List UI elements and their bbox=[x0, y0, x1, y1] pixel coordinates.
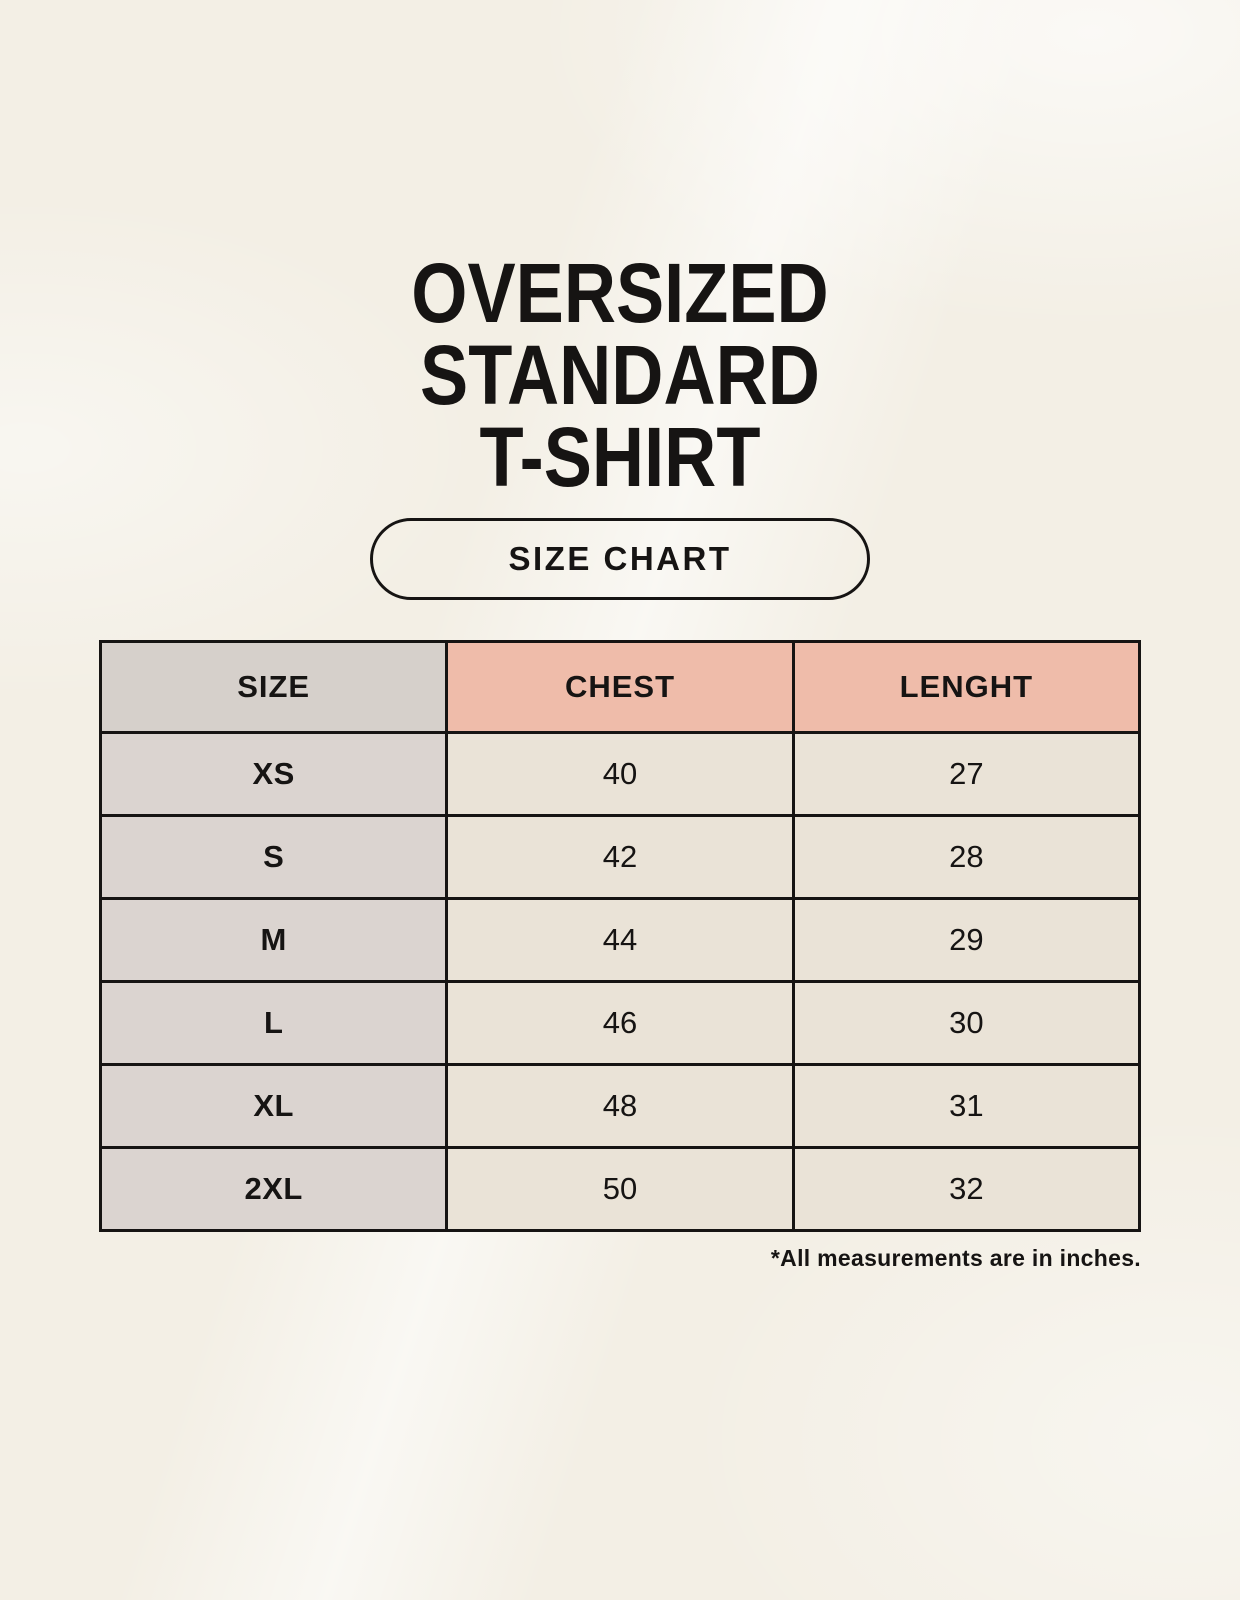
table-row-m: M 44 29 bbox=[98, 897, 1142, 983]
column-header-lenght: LENGHT bbox=[791, 640, 1142, 734]
size-chart-table: SIZE CHEST LENGHT XS 40 27 S 42 28 M 44 … bbox=[98, 640, 1142, 1232]
chest-value: 44 bbox=[445, 897, 795, 983]
size-label: XS bbox=[98, 731, 449, 817]
title-line-2: STANDARD bbox=[420, 328, 820, 422]
chest-value: 46 bbox=[445, 980, 795, 1066]
table-row-xs: XS 40 27 bbox=[98, 731, 1142, 817]
page-title: OVERSIZED STANDARD T-SHIRT bbox=[0, 0, 1240, 504]
size-label: M bbox=[98, 897, 449, 983]
chest-value: 42 bbox=[445, 814, 795, 900]
lenght-value: 29 bbox=[791, 897, 1142, 983]
size-chart-badge-label: SIZE CHART bbox=[508, 540, 732, 577]
column-header-size: SIZE bbox=[98, 640, 449, 734]
lenght-value: 27 bbox=[791, 731, 1142, 817]
chest-value: 50 bbox=[445, 1146, 795, 1232]
lenght-value: 28 bbox=[791, 814, 1142, 900]
title-line-3: T-SHIRT bbox=[479, 410, 761, 504]
table-header-row: SIZE CHEST LENGHT bbox=[98, 640, 1142, 734]
table-row-l: L 46 30 bbox=[98, 980, 1142, 1066]
lenght-value: 31 bbox=[791, 1063, 1142, 1149]
size-label: 2XL bbox=[98, 1146, 449, 1232]
column-header-chest: CHEST bbox=[445, 640, 795, 734]
size-chart-badge[interactable]: SIZE CHART bbox=[370, 518, 870, 600]
table-row-2xl: 2XL 50 32 bbox=[98, 1146, 1142, 1232]
chest-value: 48 bbox=[445, 1063, 795, 1149]
lenght-value: 32 bbox=[791, 1146, 1142, 1232]
size-label: L bbox=[98, 980, 449, 1066]
size-label: S bbox=[98, 814, 449, 900]
table-row-s: S 42 28 bbox=[98, 814, 1142, 900]
chest-value: 40 bbox=[445, 731, 795, 817]
lenght-value: 30 bbox=[791, 980, 1142, 1066]
size-label: XL bbox=[98, 1063, 449, 1149]
measurements-footnote: *All measurements are in inches. bbox=[770, 1245, 1141, 1271]
table-row-xl: XL 48 31 bbox=[98, 1063, 1142, 1149]
title-line-1: OVERSIZED bbox=[411, 246, 829, 340]
